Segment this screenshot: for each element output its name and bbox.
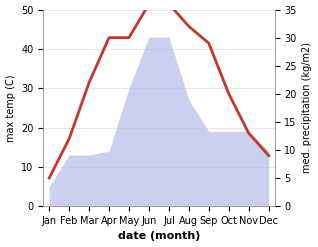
Y-axis label: med. precipitation (kg/m2): med. precipitation (kg/m2) (302, 42, 313, 173)
Y-axis label: max temp (C): max temp (C) (5, 74, 16, 142)
X-axis label: date (month): date (month) (118, 231, 200, 242)
